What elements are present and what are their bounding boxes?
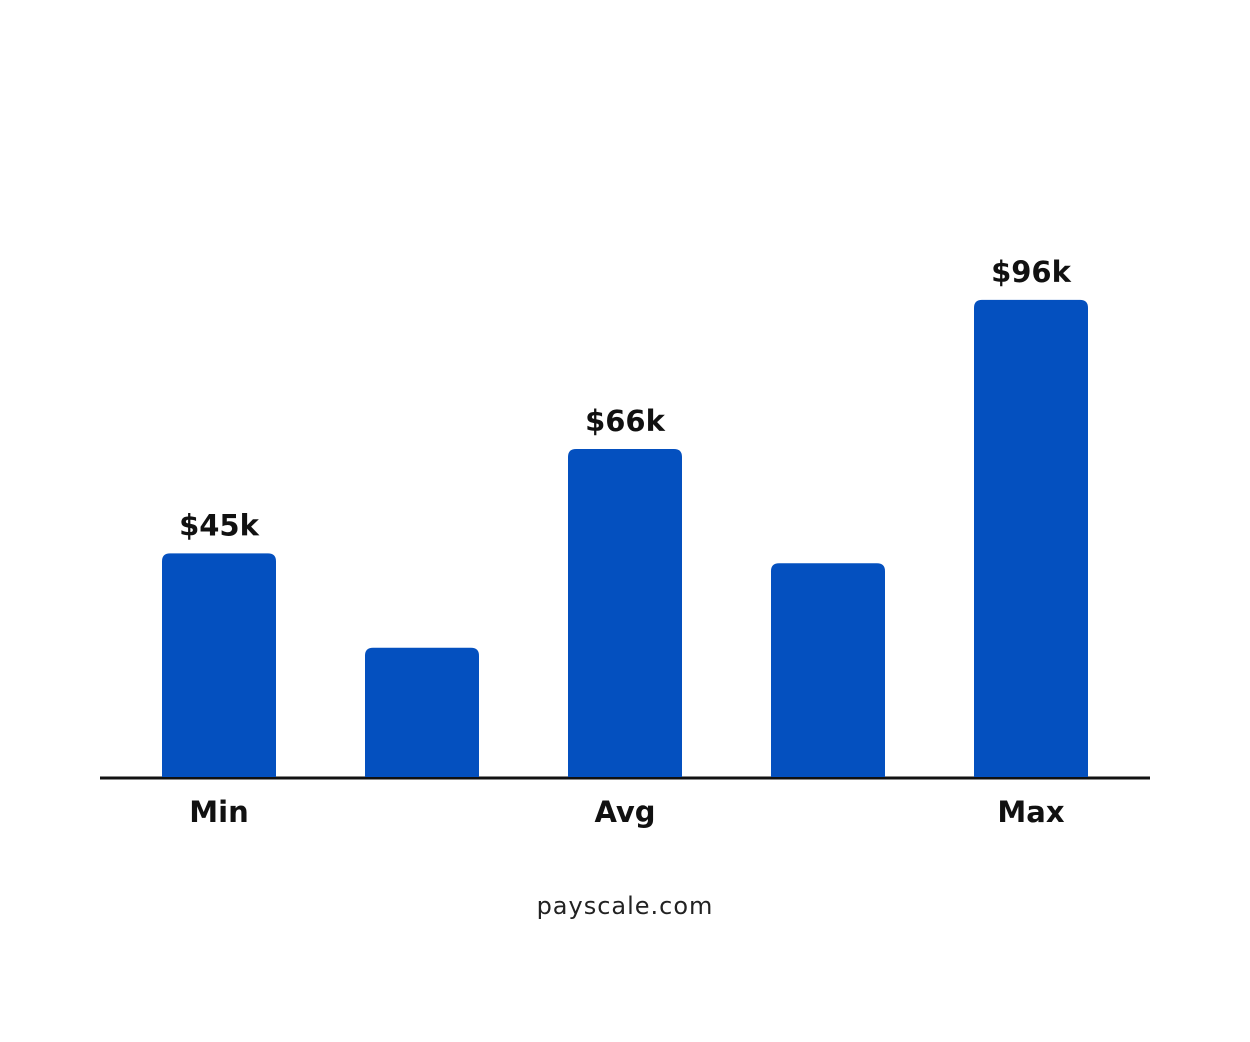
x-tick-label: Avg: [594, 795, 655, 829]
source: payscale.com: [537, 892, 714, 920]
bar: [162, 553, 276, 777]
bar: [568, 448, 682, 777]
x-tick-label: Max: [997, 795, 1064, 829]
bar: [365, 647, 479, 777]
bar: [974, 299, 1088, 777]
bar: [771, 563, 885, 777]
value-label: $96k: [991, 255, 1072, 289]
value-label: $66k: [585, 404, 666, 438]
value-label: $45k: [179, 508, 260, 542]
x-tick-label: Min: [189, 795, 248, 829]
